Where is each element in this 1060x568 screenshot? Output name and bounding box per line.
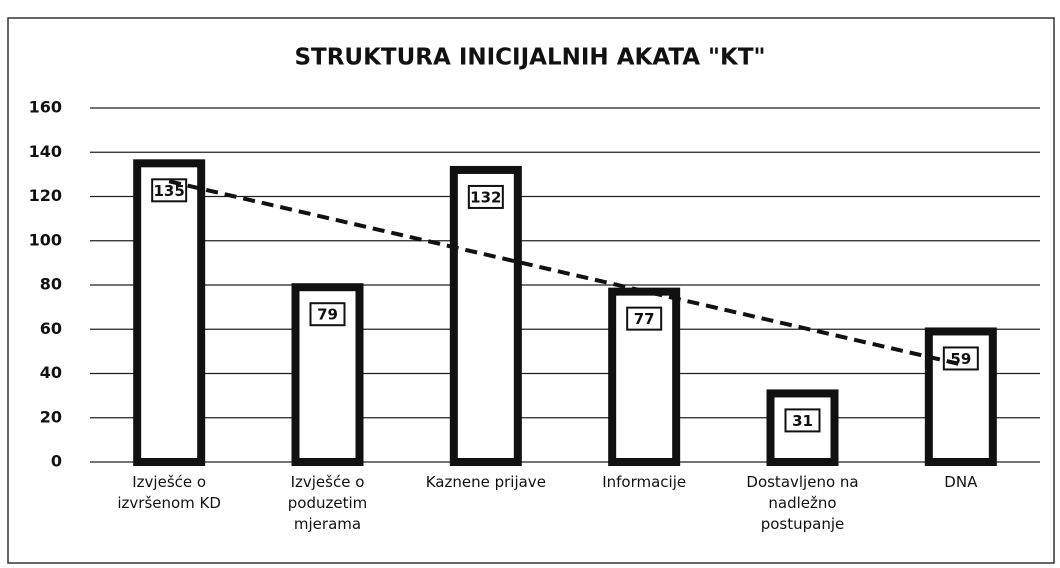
trend-line (168, 179, 962, 367)
data-label: 135 (154, 182, 185, 200)
data-label-box (309, 302, 346, 327)
x-tick-label: Dostavljeno na nadležno postupanje (746, 473, 859, 533)
y-tick-label: 160 (29, 98, 62, 117)
y-tick-label: 40 (40, 363, 62, 382)
y-tick-label: 140 (29, 142, 62, 161)
data-label: 77 (634, 310, 655, 328)
data-label: 132 (470, 188, 501, 206)
y-tick-label: 100 (29, 230, 62, 249)
data-label-box (784, 408, 821, 433)
y-tick-label: 80 (40, 275, 62, 294)
y-tick-label: 120 (29, 186, 62, 205)
data-label-box (626, 306, 663, 331)
y-tick-label: 20 (40, 407, 62, 426)
data-label: 79 (317, 306, 338, 324)
bar (608, 287, 681, 467)
chart-title: STRUKTURA INICIJALNIH AKATA "KT" (294, 45, 765, 71)
x-tick-label: Izvješće o izvršenom KD (117, 473, 221, 512)
x-tick-label: Izvješće o poduzetim mjerama (287, 473, 368, 533)
x-tick-label: DNA (944, 473, 978, 491)
y-tick-label: 0 (51, 452, 62, 471)
x-tick-label: Kaznene prijave (425, 473, 546, 491)
data-label-box (467, 184, 504, 209)
bar (449, 165, 522, 466)
data-label: 59 (950, 350, 971, 368)
bar (133, 159, 206, 466)
y-tick-label: 60 (40, 319, 62, 338)
chart-border (7, 17, 1055, 564)
data-label: 31 (792, 412, 813, 430)
x-tick-label: Informacije (602, 473, 687, 491)
